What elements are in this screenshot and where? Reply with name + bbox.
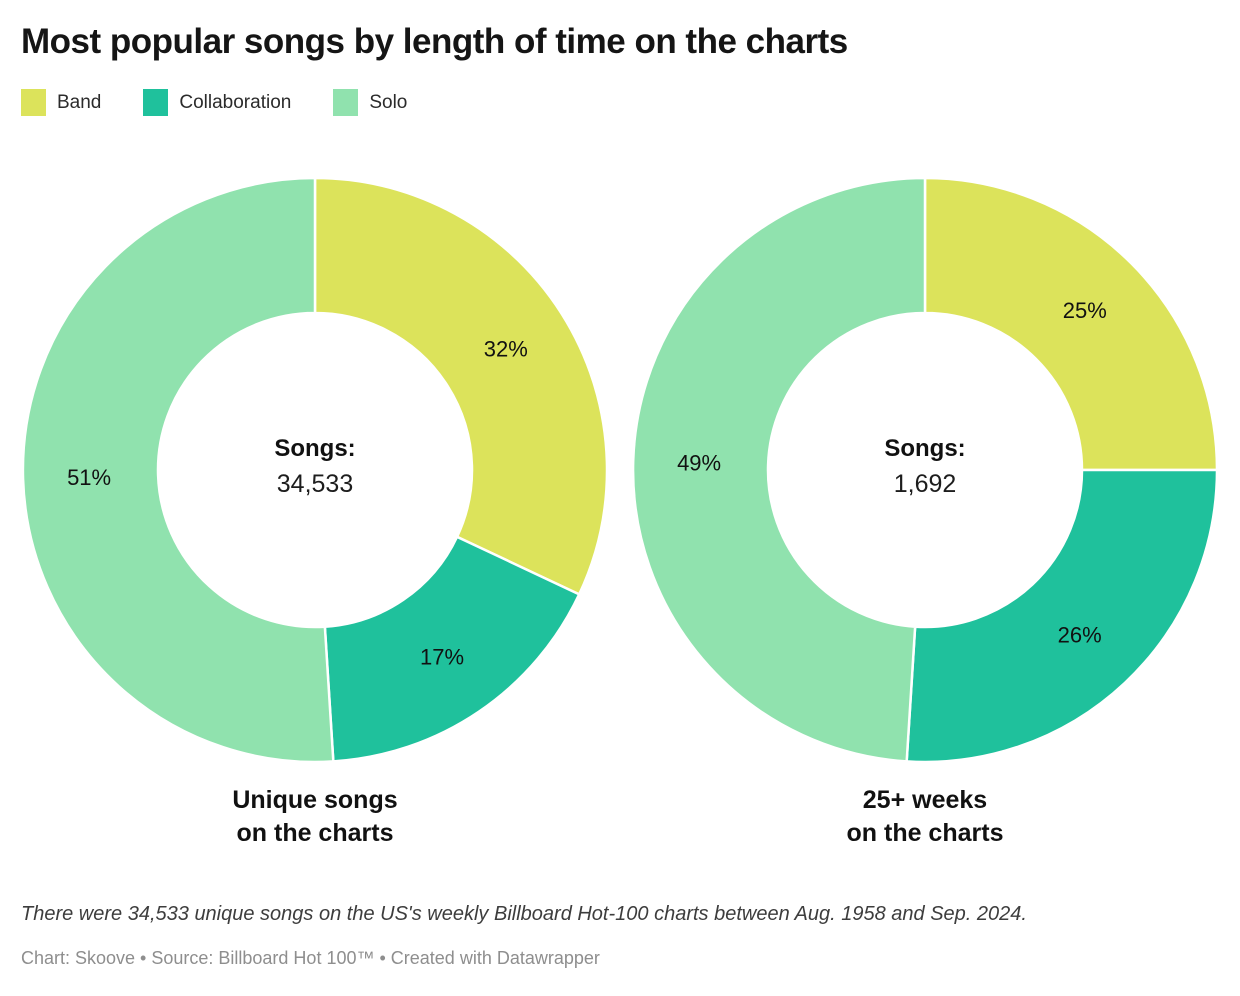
donut-slice-band xyxy=(313,176,609,596)
legend-swatch-icon xyxy=(21,89,46,116)
donut-slice-solo xyxy=(21,176,335,764)
donut-svg: 25% 26% 49% xyxy=(631,176,1219,764)
slice-percentage-label: 51% xyxy=(67,465,111,490)
donut-caption-line: on the charts xyxy=(236,819,394,847)
legend-label: Collaboration xyxy=(179,91,292,113)
donut-slice-band xyxy=(923,176,1219,472)
legend-label: Band xyxy=(57,91,102,113)
legend: Band Collaboration Solo xyxy=(21,89,407,116)
donut-chart-1: 32% 17% 51% Songs: 34,533 Unique songs on the … xyxy=(15,170,615,850)
legend-label: Solo xyxy=(369,91,408,113)
slice-percentage-label: 32% xyxy=(484,337,528,362)
donut-slice-solo xyxy=(631,176,927,763)
donut-caption: 25+ weeks on the charts xyxy=(625,784,1225,850)
slice-percentage-label: 17% xyxy=(420,645,464,670)
donut-slice-collaboration xyxy=(323,535,581,763)
donut-svg: 32% 17% 51% xyxy=(21,176,609,764)
slice-percentage-label: 25% xyxy=(1063,298,1107,323)
donut-caption-line: on the charts xyxy=(846,819,1004,847)
credit-line: Chart: Skoove • Source: Billboard Hot 10… xyxy=(21,948,600,968)
donut-slice-collaboration xyxy=(905,468,1219,764)
legend-swatch-icon xyxy=(143,89,169,116)
donut-caption: Unique songs on the charts xyxy=(15,784,615,850)
slice-percentage-label: 49% xyxy=(677,451,721,476)
legend-item-band: Band xyxy=(21,89,101,116)
donut-chart-2: 25% 26% 49% Songs: 1,692 25+ weeks on the char… xyxy=(625,170,1225,850)
page-title: Most popular songs by length of time on … xyxy=(21,22,848,61)
donut-charts-row: 32% 17% 51% Songs: 34,533 Unique songs on the … xyxy=(15,170,1225,850)
donut-caption-line: Unique songs xyxy=(232,786,398,814)
legend-item-solo: Solo xyxy=(333,89,407,116)
footnote: There were 34,533 unique songs on the US… xyxy=(21,903,1027,925)
legend-swatch-icon xyxy=(333,89,359,116)
donut-caption-line: 25+ weeks xyxy=(862,786,988,814)
slice-percentage-label: 26% xyxy=(1058,622,1102,647)
legend-item-collaboration: Collaboration xyxy=(143,89,291,116)
